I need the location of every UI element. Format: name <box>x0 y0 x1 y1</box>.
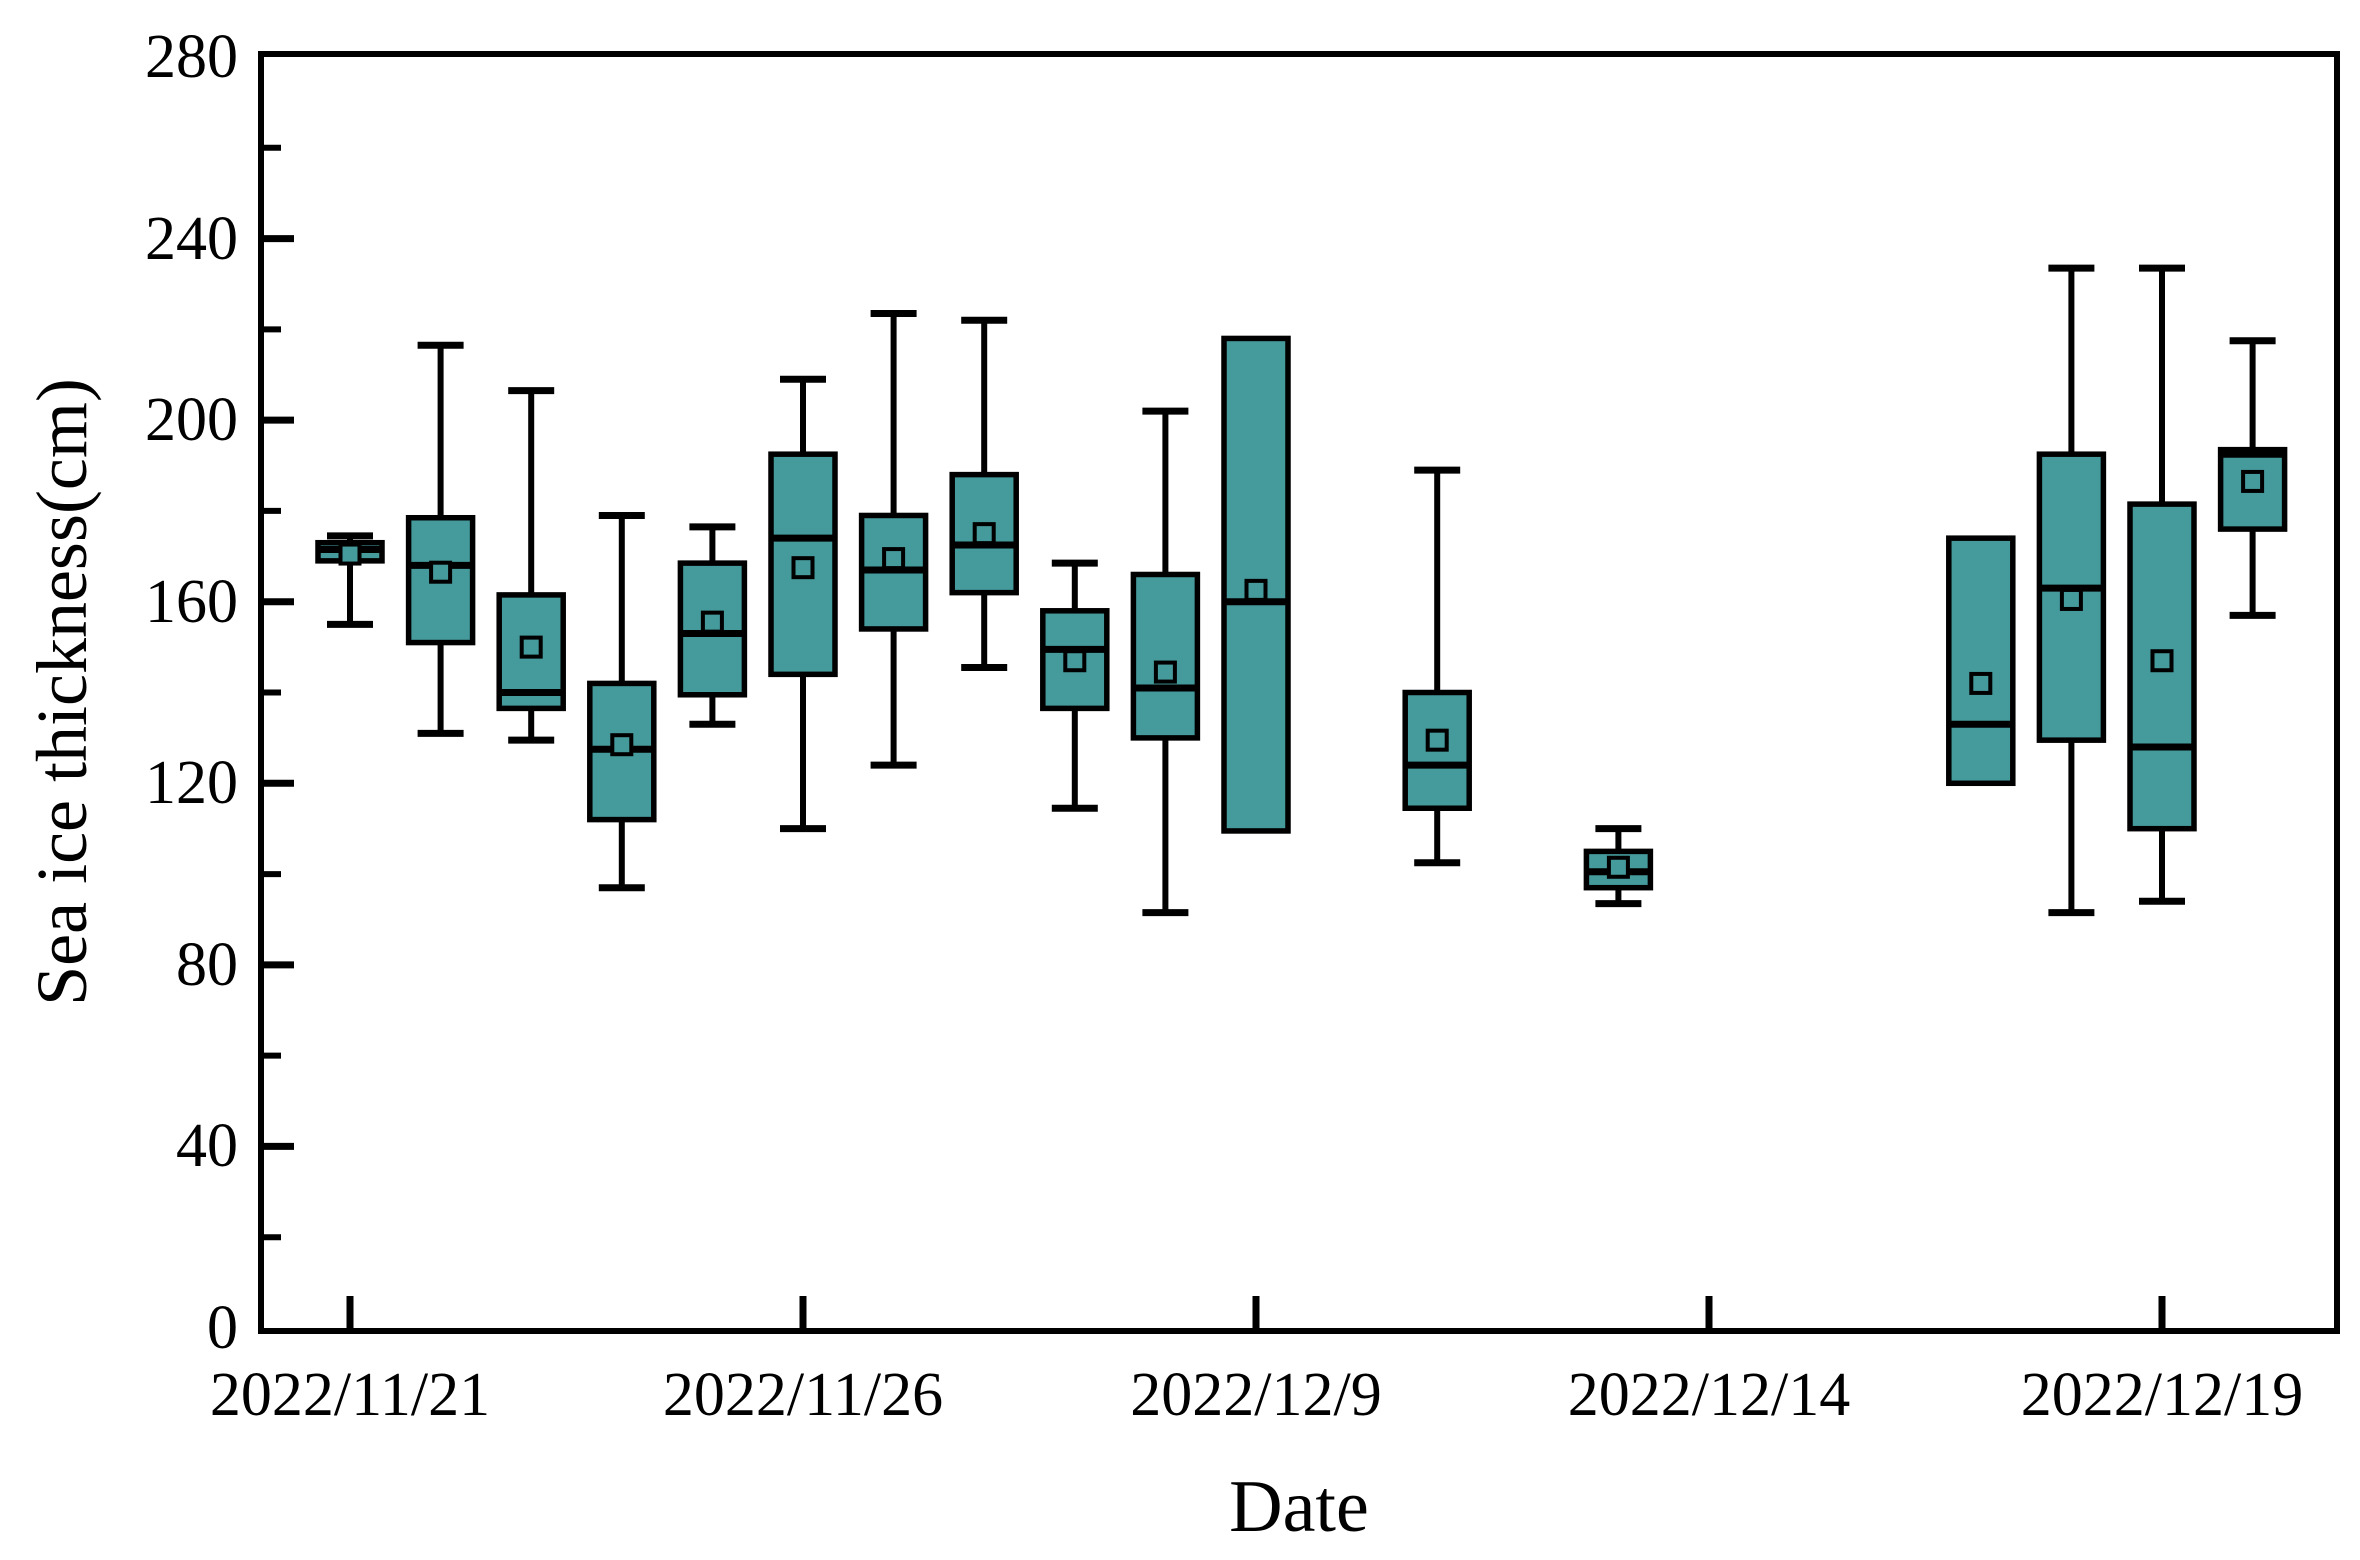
box-plot-item <box>858 309 929 769</box>
box-plot-item <box>1040 559 1110 812</box>
box-plot-item <box>2036 264 2107 917</box>
y-tick-label: 40 <box>176 1112 238 1181</box>
mean-marker <box>1606 855 1630 879</box>
x-axis-title: Date <box>1229 1466 1369 1548</box>
mean-marker <box>519 635 543 659</box>
x-tick-label: 2022/12/14 <box>1567 1361 1851 1429</box>
x-tick-label: 2022/11/21 <box>209 1361 491 1429</box>
y-tick-label: 0 <box>207 1294 238 1362</box>
y-tick-label: 120 <box>145 749 238 818</box>
box-plot-item <box>2127 264 2197 905</box>
mean-marker <box>1153 660 1177 684</box>
box-plot-item <box>1402 466 1472 867</box>
y-tick-label: 240 <box>145 204 238 273</box>
mean-marker <box>2241 469 2265 493</box>
box-plot-item <box>768 375 838 833</box>
x-tick-label: 2022/12/19 <box>2020 1361 2304 1429</box>
y-tick-label: 200 <box>145 386 238 455</box>
box-plot-item <box>496 387 566 744</box>
iqr-box <box>1402 689 1472 812</box>
mean-marker <box>1244 578 1268 602</box>
box-plot-item <box>677 523 748 728</box>
mean-marker <box>972 522 996 546</box>
mean-marker <box>700 610 724 634</box>
x-tick-label: 2022/12/9 <box>1130 1361 1382 1429</box>
mean-marker <box>429 560 453 584</box>
y-tick-label: 80 <box>176 930 238 999</box>
mean-marker <box>2150 649 2174 673</box>
mean-marker <box>1969 671 1993 695</box>
iqr-box <box>1946 535 2016 787</box>
mean-marker <box>2059 587 2083 611</box>
box-plot-item <box>1221 335 1291 834</box>
plot-area <box>258 51 2340 1334</box>
iqr-box <box>2127 501 2197 832</box>
y-tick-label: 160 <box>145 567 238 636</box>
box-plot-item <box>1130 407 1201 917</box>
x-tick-label: 2022/11/26 <box>662 1361 944 1429</box>
y-tick-label: 280 <box>145 23 238 91</box>
mean-marker <box>791 556 815 580</box>
mean-marker <box>1425 728 1449 752</box>
mean-marker <box>610 733 634 757</box>
plot-canvas <box>264 144 2288 1328</box>
box-plot-item <box>405 341 476 737</box>
iqr-box <box>1130 571 1201 741</box>
box-plot-item <box>2217 337 2288 619</box>
mean-marker <box>882 547 906 571</box>
box-plot-item <box>315 532 385 628</box>
box-plot-item <box>1946 535 2016 787</box>
box-plot-item <box>1583 825 1654 908</box>
iqr-box <box>2217 446 2288 532</box>
mean-marker <box>1063 649 1087 673</box>
box-plot-item <box>587 511 657 892</box>
mean-marker <box>338 542 362 566</box>
box-plot-item <box>949 316 1019 672</box>
